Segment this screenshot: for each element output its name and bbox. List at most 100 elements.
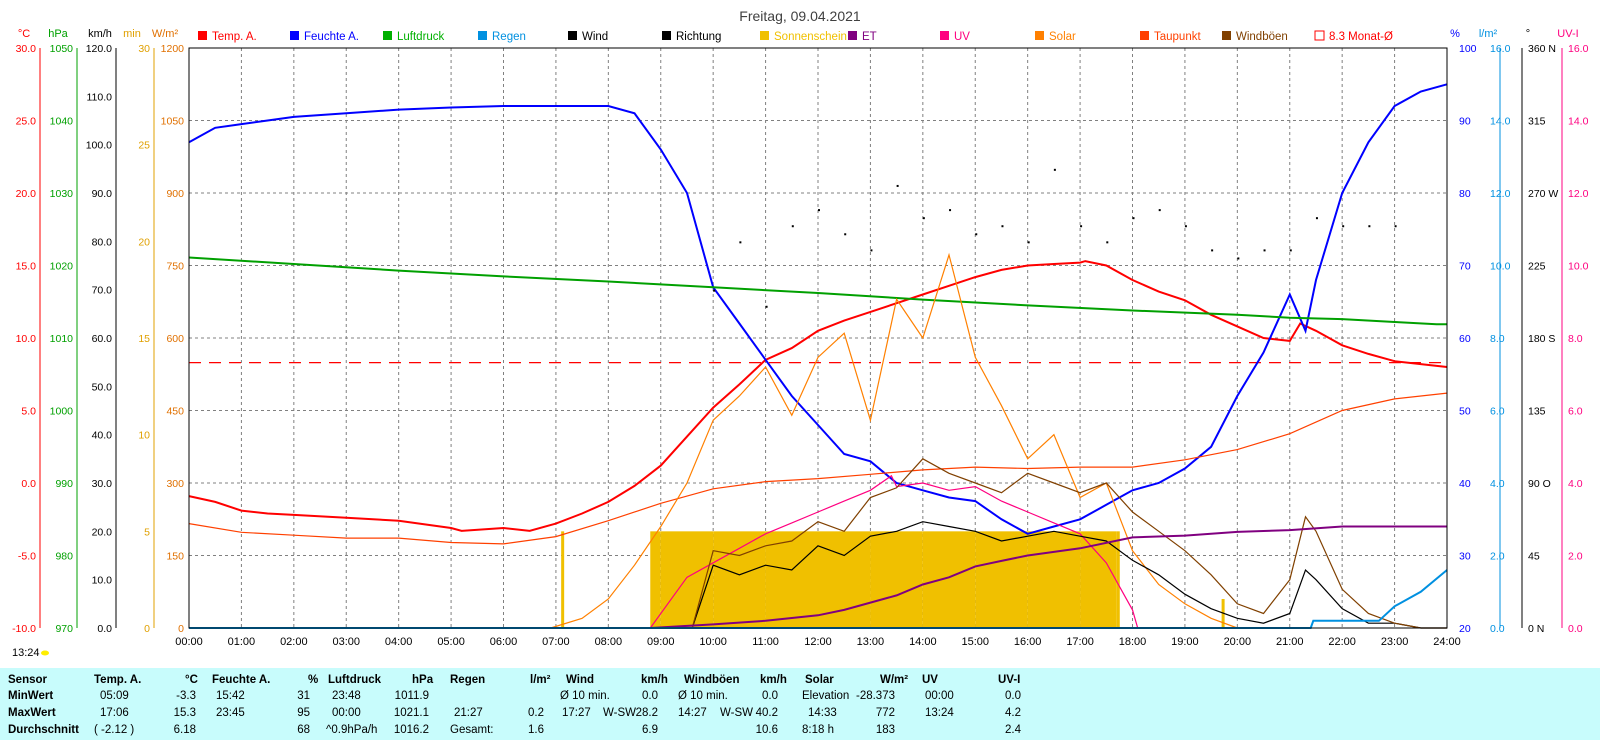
axis-tick-label: 40.0 [92,430,113,442]
direction-point [922,217,925,220]
axis-tick-label: 0 [178,623,184,635]
uv-min: 0.0 [1005,690,1021,702]
direction-point [1263,249,1266,252]
series-temp-a- [188,260,1448,532]
axis-tick-label: 14.0 [1490,116,1511,128]
axis-tick-label: 100 [1459,43,1477,55]
axis-unit: W/m² [152,28,179,40]
axis-tick-label: 90 [1459,116,1471,128]
axis-tick-label: 120.0 [86,43,112,55]
x-tick-label: 21:00 [1276,636,1304,648]
axis-tick-label: 90 O [1528,478,1551,490]
x-tick-label: 19:00 [1171,636,1199,648]
gust-max: 40.2 [755,707,778,719]
press-min-time: 23:48 [332,690,361,702]
temp-min: -3.3 [176,690,196,702]
wind-avg: 6.9 [642,724,658,736]
stats-header-solar-unit: W/m² [880,674,909,686]
axis-tick-label: 1050 [161,116,185,128]
statistics-table: Sensor Temp. A. °C Feuchte A. % Luftdruc… [0,668,1600,740]
legend-label: Feuchte A. [304,31,359,43]
legend-swatch [1222,31,1231,40]
stats-header-sensor: Sensor [8,674,47,686]
x-tick-label: 15:00 [961,636,989,648]
direction-point [975,233,978,236]
direction-point [1342,225,1345,228]
direction-point [1184,225,1187,228]
direction-point [949,209,952,212]
axis-tick-label: 0.0 [1490,623,1505,635]
rain-total-label: Gesamt: [450,724,494,736]
axis-tick-label: 900 [166,188,184,200]
temp-max-time: 17:06 [100,707,129,719]
legend-label: Temp. A. [212,31,257,43]
wind-max-dir: W-SW [603,707,637,719]
axis-tick-label: 12.0 [1568,188,1589,200]
wind-min-label: Ø 10 min. [560,690,610,702]
x-tick-label: 08:00 [595,636,623,648]
stats-header-gust-unit: km/h [760,674,787,686]
series-wind [691,521,1447,629]
legend-swatch [198,31,207,40]
legend-swatch [940,31,949,40]
sunshine-bar [1027,531,1081,628]
legend-swatch [1035,31,1044,40]
solar-min: -28.373 [855,690,895,702]
sunshine-bars [561,531,1225,628]
series-solar [550,252,1238,629]
direction-point [1289,249,1292,252]
axis-unit: hPa [48,28,68,40]
axis-tick-label: 0.0 [97,623,112,635]
stats-header-rain-unit: l/m² [530,674,551,686]
axis-unit: °C [18,28,30,40]
sunshine-bar [660,531,714,628]
solar-avg: 183 [875,724,895,736]
legend-label: Solar [1049,31,1076,43]
axis-tick-label: 25.0 [16,116,37,128]
x-tick-label: 03:00 [332,636,360,648]
axis-tick-label: 315 [1528,116,1546,128]
axis-tick-label: -5.0 [18,551,36,563]
weather-chart: Freitag, 09.04.2021 Temp. A. Feuchte A. Lu… [12,8,1589,659]
sunshine-bar [650,531,661,628]
direction-point [765,305,768,308]
axis-tick-label: 0.0 [1568,623,1583,635]
axis-tick-label: 1030 [50,188,74,200]
x-axis: 00:00 01:00 02:00 03:00 04:00 05:00 06:00 07:00… [12,636,1461,659]
axis-tick-label: 980 [55,551,73,563]
legend-label: Wind [582,31,608,43]
gust-max-time: 14:27 [678,707,707,719]
axis-tick-label: 1050 [50,43,74,55]
temp-avg-note: ( -2.12 ) [94,724,135,736]
axis-tick-label: 4.0 [1490,478,1505,490]
direction-point [1158,209,1161,212]
sunshine-bar [922,531,976,628]
wind-max: 28.2 [635,707,658,719]
direction-point [896,184,899,187]
direction-point [713,289,716,292]
x-tick-label: 20:00 [1224,636,1252,648]
stats-header-rain: Regen [450,674,486,686]
gust-min-label: Ø 10 min. [678,690,728,702]
grid [189,48,1447,628]
legend-label: Regen [492,31,526,43]
stats-row-max: MaxWert [8,707,56,719]
axis-tick-label: 16.0 [1568,43,1589,55]
axis-tick-label: 0.0 [21,478,36,490]
wind-min: 0.0 [642,690,658,702]
x-tick-label: 00:00 [175,636,203,648]
legend-swatch [478,31,487,40]
series-luftdruck [188,256,1447,326]
x-tick-label: 02:00 [280,636,308,648]
axis-tick-label: 30.0 [16,43,37,55]
x-tick-label: 24:00 [1433,636,1461,648]
axis-tick-label: 135 [1528,406,1546,418]
gust-max-dir: W-SW [720,707,754,719]
hum-min-time: 15:42 [216,690,245,702]
axis-tick-label: 8.0 [1568,333,1583,345]
x-tick-label: 13:00 [857,636,885,648]
axis-tick-label: 30.0 [92,478,113,490]
rain-total: 1.6 [528,724,544,736]
direction-point [739,241,742,244]
